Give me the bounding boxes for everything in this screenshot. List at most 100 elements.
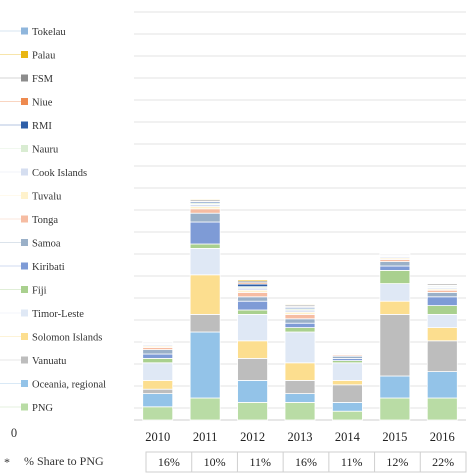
bar-segment-2016-s1 (426, 371, 458, 399)
legend-label: Niue (32, 98, 53, 109)
x-tick-label: 2016 (430, 430, 455, 444)
legend-swatch (21, 51, 28, 58)
share-marker: * (4, 455, 10, 469)
bar-segment-2013-s8 (284, 313, 316, 320)
legend-label: Solomon Islands (32, 333, 102, 344)
bar-stack-2011 (189, 197, 221, 421)
legend-label: Palau (32, 51, 56, 62)
legend-label: Samoa (32, 239, 61, 250)
legend-swatch (21, 333, 28, 340)
bar-segment-2012-s2 (237, 357, 268, 381)
bar-segment-2016-s7 (426, 291, 458, 298)
bar-stacks (142, 197, 458, 421)
share-cell: 10% (204, 455, 226, 469)
bar-segment-2014-s0 (332, 410, 363, 421)
legend-label: Oceania, regional (32, 380, 106, 391)
x-tick-label: 2015 (382, 430, 407, 444)
bar-segment-2011-s6 (189, 221, 221, 245)
legend-swatch (21, 380, 28, 387)
legend-swatch (21, 286, 28, 293)
bar-segment-2012-s8 (237, 291, 268, 298)
legend-label: Tokelau (32, 27, 66, 38)
legend-item: Solomon Islands (0, 333, 102, 344)
bar-segment-2011-s3 (189, 274, 221, 315)
bar-segment-2015-s1 (379, 375, 411, 399)
bar-segment-2010-s1 (142, 393, 174, 408)
bar-segment-2011-s8 (189, 208, 221, 214)
bar-segment-2014-s3 (332, 379, 363, 386)
bar-segment-2012-s7 (237, 296, 268, 302)
x-tick-label: 2011 (193, 430, 218, 444)
legend-swatch (21, 239, 28, 246)
bar-segment-2016-s0 (426, 397, 458, 421)
bar-segment-2013-s7 (284, 318, 316, 324)
bar-stack-2015 (379, 252, 411, 421)
legend-label: FSM (32, 74, 54, 85)
legend-item: Kiribati (0, 262, 65, 273)
legend-item: FSM (0, 74, 54, 85)
legend-item: RMI (0, 121, 52, 132)
bar-segment-2015-s5 (379, 269, 411, 284)
share-cell: 11% (250, 455, 272, 469)
legend-swatch (21, 192, 28, 199)
y-zero-label: 0 (11, 426, 17, 440)
bar-segment-2016-s3 (426, 327, 458, 342)
legend-item: Fiji (0, 286, 47, 297)
bar-segment-2012-s3 (237, 340, 268, 359)
x-axis: 2010 2011 2012 2013 2014 2015 2016 (145, 430, 455, 444)
bar-segment-2013-s0 (284, 401, 316, 421)
legend-item: Cook Islands (0, 168, 87, 179)
x-tick-label: 2010 (145, 430, 170, 444)
legend-item: Nauru (0, 145, 59, 156)
legend-label: Kiribati (32, 262, 65, 273)
legend-label: Nauru (32, 145, 59, 156)
legend-item: Timor-Leste (0, 309, 84, 320)
bar-segment-2015-s4 (379, 283, 411, 302)
legend-label: RMI (32, 121, 52, 132)
legend-swatch (21, 356, 28, 364)
share-cell: 22% (432, 455, 454, 469)
bar-segment-2012-s0 (237, 401, 268, 421)
share-cell: 11% (341, 455, 363, 469)
share-cell: 16% (295, 455, 317, 469)
bar-segment-2010-s5 (142, 357, 174, 364)
bar-segment-2013-s2 (284, 379, 316, 394)
legend-item: Palau (0, 51, 56, 62)
bar-segment-2010-s0 (142, 406, 174, 421)
legend-swatch (21, 27, 28, 35)
legend-item: Niue (0, 98, 53, 109)
bar-segment-2010-s2 (142, 388, 174, 395)
bar-segment-2010-s7 (142, 349, 174, 355)
legend-swatch (21, 215, 28, 223)
bar-segment-2011-s2 (189, 313, 221, 333)
legend-item: Tokelau (0, 27, 66, 38)
x-tick-label: 2012 (240, 430, 265, 444)
bar-segment-2013-s5 (284, 327, 316, 333)
legend-item: PNG (0, 403, 53, 414)
bar-segment-2011-s0 (189, 397, 221, 421)
legend-swatch (21, 262, 28, 270)
legend-label: Tonga (32, 215, 58, 226)
bar-segment-2011-s1 (189, 331, 221, 399)
bar-segment-2011-s4 (189, 247, 221, 276)
bar-segment-2013-s1 (284, 393, 316, 403)
bar-stack-2010 (142, 340, 174, 421)
bar-segment-2010-s4 (142, 362, 174, 381)
bar-segment-2012-s4 (237, 313, 268, 342)
legend-item: Tuvalu (0, 192, 62, 203)
legend-item: Oceania, regional (0, 380, 106, 391)
legend-label: Cook Islands (32, 168, 87, 179)
legend-label: PNG (32, 403, 53, 414)
legend-swatch (21, 74, 28, 82)
bar-stack-2013 (284, 303, 316, 421)
bar-segment-2015-s6 (379, 265, 411, 271)
bar-segment-2015-s3 (379, 300, 411, 315)
bar-segment-2015-s0 (379, 397, 411, 421)
bar-segment-2013-s3 (284, 362, 316, 381)
bar-segment-2013-s4 (284, 331, 316, 364)
share-row-label: % Share to PNG (24, 454, 104, 468)
legend-label: Timor-Leste (32, 309, 84, 320)
bar-segment-2016-s2 (426, 340, 458, 372)
legend-swatch (21, 98, 28, 105)
